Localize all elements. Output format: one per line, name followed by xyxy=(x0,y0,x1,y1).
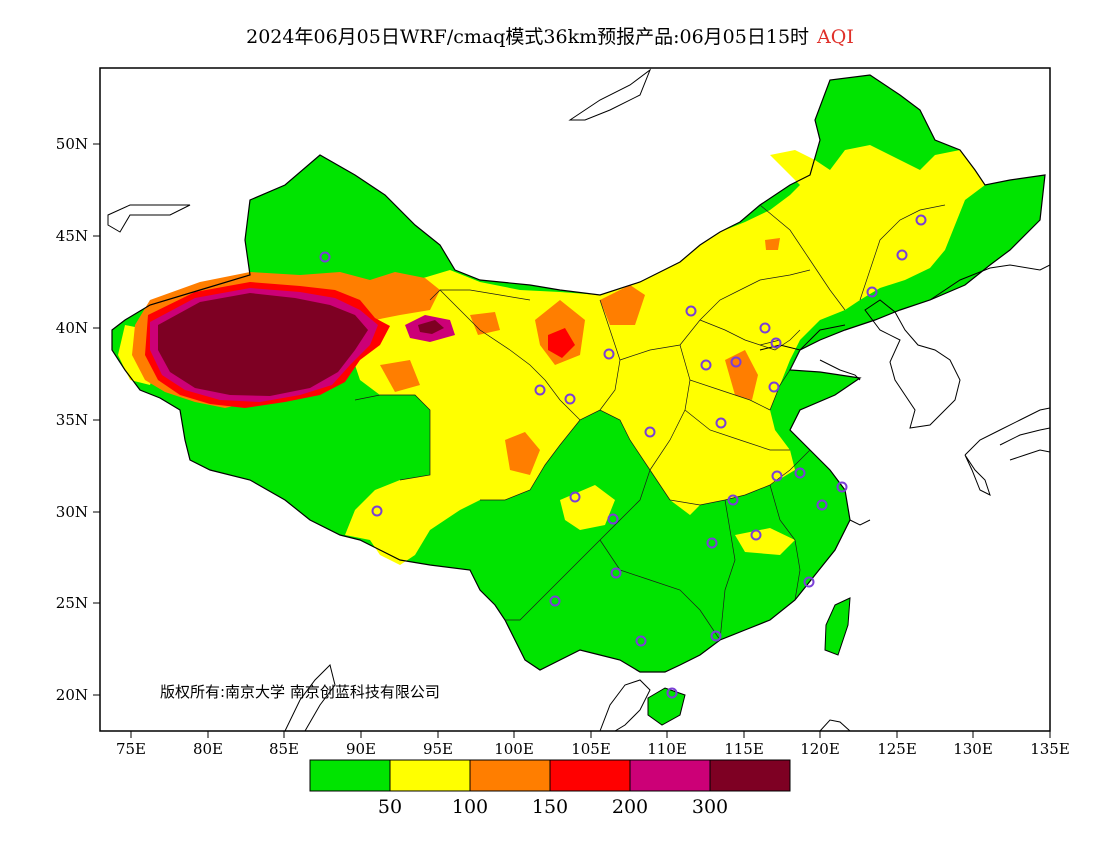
aqi-level-moderate-south xyxy=(560,485,615,530)
province-borders xyxy=(354,204,946,641)
lat-tick-label: 20N xyxy=(56,686,88,704)
station-marker[interactable] xyxy=(564,393,576,405)
lat-tick-label: 30N xyxy=(56,503,88,521)
lon-tick-label: 125E xyxy=(877,740,917,758)
station-marker[interactable] xyxy=(706,537,718,549)
station-marker[interactable] xyxy=(759,322,771,334)
legend-swatch xyxy=(629,759,711,792)
station-markers xyxy=(319,214,927,699)
station-marker[interactable] xyxy=(715,417,727,429)
map-title: 2024年06月05日WRF/cmaq模式36km预报产品:06月05日15时 A… xyxy=(0,22,1100,49)
station-marker[interactable] xyxy=(816,499,828,511)
lon-tick-label: 85E xyxy=(269,740,299,758)
legend-label: 50 xyxy=(378,796,402,818)
lon-tick-labels: 75E 80E 85E 90E 95E 100E 105E 110E 115E … xyxy=(116,740,1070,758)
station-marker[interactable] xyxy=(635,635,647,647)
station-marker[interactable] xyxy=(319,251,331,263)
lat-tick-label: 25N xyxy=(56,594,88,612)
lon-tick-label: 95E xyxy=(423,740,453,758)
plot-border xyxy=(99,67,1051,732)
legend-swatch xyxy=(389,759,471,792)
station-marker[interactable] xyxy=(700,359,712,371)
legend-label: 300 xyxy=(692,796,728,818)
station-marker[interactable] xyxy=(896,249,908,261)
station-marker[interactable] xyxy=(610,567,622,579)
aqi-level-good-hainan xyxy=(648,688,685,725)
station-marker[interactable] xyxy=(607,513,619,525)
aqi-level-moderate xyxy=(345,145,985,565)
station-marker[interactable] xyxy=(569,491,581,503)
station-marker[interactable] xyxy=(727,494,739,506)
lon-tick-label: 80E xyxy=(193,740,223,758)
station-marker[interactable] xyxy=(730,356,742,368)
lat-tick-label: 40N xyxy=(56,319,88,337)
product-name: AQI xyxy=(817,26,854,48)
aqi-field: 版权所有:南京大学 南京创蓝科技有限公司 xyxy=(107,68,1050,731)
station-marker[interactable] xyxy=(836,481,848,493)
aqi-level-sensitive-5 xyxy=(725,350,758,400)
station-marker[interactable] xyxy=(770,337,782,349)
legend-swatch xyxy=(549,759,631,792)
aqi-level-sensitive-4 xyxy=(505,432,540,475)
lon-tick-label: 90E xyxy=(346,740,376,758)
aqi-level-sensitive-3 xyxy=(600,285,645,325)
taiwan-border xyxy=(824,597,851,656)
aqi-level-good-taiwan xyxy=(825,598,850,655)
aqi-level-unhealthy-2 xyxy=(548,328,575,358)
aqi-level-moderate-east xyxy=(735,528,795,555)
lat-tick-labels: 50N 45N 40N 35N 30N 25N 20N xyxy=(56,135,88,704)
lat-tick-label: 35N xyxy=(56,411,88,429)
station-marker[interactable] xyxy=(710,630,722,642)
aqi-legend: 50 100 150 200 300 xyxy=(309,759,791,818)
station-marker[interactable] xyxy=(371,505,383,517)
station-marker[interactable] xyxy=(915,214,927,226)
lon-tick-label: 100E xyxy=(494,740,534,758)
legend-swatch xyxy=(469,759,551,792)
station-marker[interactable] xyxy=(603,348,615,360)
lon-tick-label: 135E xyxy=(1030,740,1070,758)
station-marker[interactable] xyxy=(803,576,815,588)
aqi-level-sensitive-7 xyxy=(470,312,500,335)
station-marker[interactable] xyxy=(534,384,546,396)
lon-tick-label: 75E xyxy=(116,740,146,758)
lon-tick-label: 110E xyxy=(647,740,687,758)
legend-label: 100 xyxy=(452,796,488,818)
station-marker[interactable] xyxy=(771,470,783,482)
aqi-level-hazardous xyxy=(158,293,368,396)
hainan-border xyxy=(647,687,686,726)
lon-axis xyxy=(130,731,1051,738)
station-marker[interactable] xyxy=(794,467,806,479)
legend-swatch xyxy=(309,759,391,792)
lon-tick-label: 115E xyxy=(724,740,764,758)
station-marker[interactable] xyxy=(866,286,878,298)
legend-label: 200 xyxy=(612,796,648,818)
title-text: 2024年06月05日WRF/cmaq模式36km预报产品:06月05日15时 xyxy=(246,26,810,48)
aqi-level-hazardous-2 xyxy=(418,320,444,334)
station-marker[interactable] xyxy=(644,426,656,438)
lat-axis xyxy=(93,143,100,696)
lat-tick-label: 45N xyxy=(56,227,88,245)
aqi-level-sensitive-6 xyxy=(380,360,420,392)
aqi-level-sensitive-8 xyxy=(765,238,780,250)
lon-tick-label: 120E xyxy=(800,740,840,758)
station-marker[interactable] xyxy=(768,381,780,393)
copyright-text: 版权所有:南京大学 南京创蓝科技有限公司 xyxy=(160,683,440,701)
station-marker[interactable] xyxy=(750,529,762,541)
legend-label: 150 xyxy=(532,796,568,818)
lon-tick-label: 105E xyxy=(571,740,611,758)
station-marker[interactable] xyxy=(549,595,561,607)
lon-tick-label: 130E xyxy=(953,740,993,758)
station-marker[interactable] xyxy=(666,687,678,699)
legend-swatch xyxy=(709,759,791,792)
station-marker[interactable] xyxy=(685,305,697,317)
lat-tick-label: 50N xyxy=(56,135,88,153)
neighbor-outlines xyxy=(107,68,1050,731)
